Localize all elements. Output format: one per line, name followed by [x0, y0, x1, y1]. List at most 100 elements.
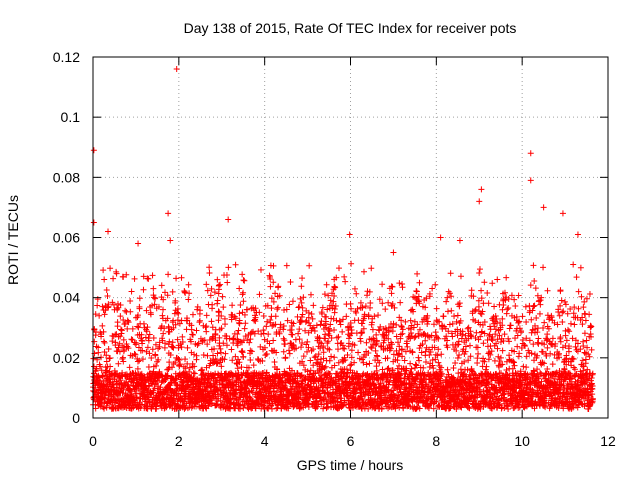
data-point	[251, 330, 258, 337]
data-point	[304, 338, 311, 345]
data-point	[307, 357, 314, 364]
data-point	[252, 305, 259, 312]
data-point	[126, 364, 133, 371]
data-point	[495, 353, 502, 360]
data-point	[174, 336, 181, 343]
data-point	[236, 359, 243, 366]
data-point	[193, 327, 200, 334]
data-point	[178, 274, 185, 281]
data-point	[523, 364, 530, 371]
data-point	[485, 300, 492, 307]
data-point	[120, 273, 127, 280]
data-point	[256, 291, 263, 298]
data-point	[134, 365, 141, 372]
data-point	[217, 281, 224, 288]
data-point	[252, 405, 259, 412]
data-point	[407, 317, 414, 324]
data-point	[103, 367, 110, 374]
data-point	[404, 343, 411, 350]
data-point	[246, 339, 253, 346]
data-point	[197, 307, 204, 314]
data-point	[446, 321, 453, 328]
data-point	[245, 364, 252, 371]
data-point	[214, 297, 221, 304]
data-point	[216, 309, 223, 316]
data-point	[236, 285, 243, 292]
data-point	[516, 325, 523, 332]
data-point	[270, 262, 277, 269]
data-point	[257, 266, 264, 273]
data-point	[355, 349, 362, 356]
data-point	[120, 336, 127, 343]
data-point	[136, 305, 143, 312]
data-point	[506, 325, 513, 332]
data-point	[169, 364, 176, 371]
data-point	[373, 331, 380, 338]
data-point	[91, 388, 98, 395]
data-point	[202, 324, 209, 331]
data-point	[289, 298, 296, 305]
data-point	[496, 358, 503, 365]
data-point	[302, 318, 309, 325]
data-point	[101, 339, 108, 346]
data-point	[348, 347, 355, 354]
data-point	[281, 337, 288, 344]
data-point	[189, 311, 196, 318]
data-point	[146, 350, 153, 357]
data-point	[95, 349, 102, 356]
data-point	[176, 320, 183, 327]
data-point	[185, 281, 192, 288]
data-point	[128, 336, 135, 343]
data-point	[241, 311, 248, 318]
data-point	[228, 346, 235, 353]
data-point	[117, 301, 124, 308]
data-point	[475, 350, 482, 357]
data-point	[272, 313, 279, 320]
data-point	[335, 333, 342, 340]
data-point	[135, 312, 141, 319]
data-point	[208, 318, 215, 325]
data-point	[438, 351, 445, 358]
data-point	[261, 336, 268, 343]
data-point	[237, 301, 244, 308]
data-point	[280, 335, 287, 342]
data-point	[298, 283, 305, 290]
data-point	[235, 356, 242, 363]
data-point	[100, 338, 107, 345]
data-point	[266, 373, 273, 380]
data-point	[173, 275, 180, 282]
data-point	[270, 279, 277, 286]
data-point	[272, 321, 279, 328]
data-point	[229, 302, 236, 309]
data-point	[193, 356, 200, 363]
data-point	[238, 364, 245, 371]
data-point	[239, 372, 246, 379]
data-point	[133, 339, 140, 346]
data-point	[368, 345, 375, 352]
data-point	[100, 382, 107, 389]
data-point	[486, 349, 493, 356]
data-point	[121, 346, 128, 353]
data-point	[563, 337, 570, 344]
data-point	[107, 354, 114, 361]
data-point	[145, 337, 152, 344]
data-point	[203, 328, 210, 335]
data-point	[566, 328, 573, 335]
data-point	[321, 291, 328, 298]
data-point	[110, 275, 117, 282]
data-point	[101, 405, 108, 412]
data-point	[503, 274, 510, 281]
data-point	[292, 336, 299, 343]
data-point	[150, 334, 157, 341]
data-point	[280, 322, 287, 329]
data-point	[132, 351, 139, 358]
data-point	[204, 341, 211, 348]
data-point	[480, 340, 487, 347]
data-point	[187, 374, 194, 381]
data-point	[201, 337, 208, 344]
data-point	[267, 275, 274, 282]
data-point	[280, 326, 287, 333]
data-point	[94, 296, 101, 303]
data-point	[532, 285, 539, 292]
data-point	[501, 331, 508, 338]
